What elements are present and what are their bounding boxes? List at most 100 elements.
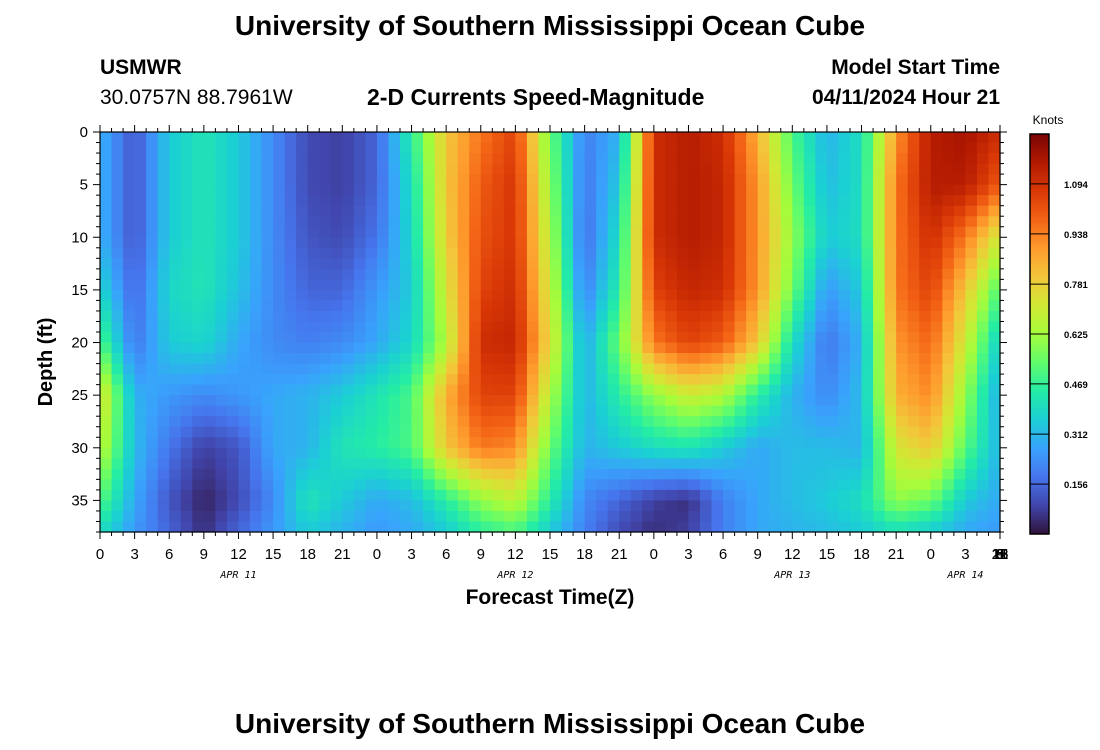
heatmap-cell [388, 374, 401, 386]
heatmap-cell [250, 216, 263, 228]
heatmap-cell [376, 353, 390, 365]
heatmap-cell [953, 268, 966, 280]
heatmap-cell [273, 510, 286, 523]
heatmap-cell [607, 500, 620, 512]
heatmap-cell [134, 205, 147, 217]
heatmap-cell [561, 300, 574, 312]
heatmap-cell [203, 268, 216, 280]
heatmap-cell [907, 258, 920, 270]
heatmap-cell [400, 332, 413, 344]
heatmap-cell [700, 426, 713, 438]
heatmap-cell [192, 310, 205, 323]
heatmap-cell [434, 426, 447, 438]
heatmap-cell [423, 174, 436, 186]
heatmap-cell [953, 342, 966, 354]
heatmap-cell [826, 479, 840, 491]
heatmap-cell [688, 268, 701, 280]
heatmap-cell [792, 447, 805, 459]
heatmap-cell [619, 479, 632, 491]
heatmap-cell [526, 447, 540, 459]
heatmap-cell [457, 184, 470, 196]
heatmap-cell [976, 332, 990, 344]
heatmap-cell [711, 163, 724, 175]
heatmap-cell [169, 142, 182, 154]
heatmap-cell [111, 437, 124, 449]
heatmap-cell [226, 174, 240, 186]
heatmap-cell [307, 321, 320, 333]
heatmap-cell [238, 489, 251, 502]
heatmap-cell [757, 437, 770, 449]
heatmap-cell [642, 174, 655, 186]
heatmap-cell [953, 163, 966, 175]
heatmap-cell [850, 174, 863, 186]
heatmap-cell [803, 384, 816, 396]
heatmap-cell [261, 142, 274, 154]
heatmap-cell [919, 289, 932, 302]
heatmap-cell [526, 510, 540, 523]
heatmap-cell [550, 321, 563, 333]
heatmap-cell [873, 163, 886, 175]
heatmap-cell [769, 216, 782, 228]
heatmap-cell [388, 468, 401, 480]
heatmap-cell [123, 321, 136, 333]
heatmap-cell [746, 205, 759, 217]
heatmap-cell [180, 353, 193, 365]
heatmap-cell [157, 300, 170, 312]
heatmap-cell [238, 195, 251, 207]
heatmap-cell [330, 279, 343, 291]
heatmap-cell [665, 289, 678, 302]
heatmap-cell [757, 395, 770, 407]
heatmap-cell [942, 405, 955, 417]
heatmap-cell [169, 279, 182, 291]
heatmap-cell [815, 226, 828, 238]
heatmap-cell [261, 174, 274, 186]
x-tick-label: 18 [992, 546, 1009, 563]
heatmap-cell [919, 205, 932, 217]
heatmap-cell [769, 416, 782, 428]
heatmap-cell [942, 395, 955, 407]
heatmap-cell [411, 174, 424, 186]
heatmap-cell [792, 500, 805, 512]
heatmap-cell [238, 174, 251, 186]
heatmap-cell [353, 268, 366, 280]
heatmap-cell [330, 226, 343, 238]
heatmap-cell [146, 468, 159, 480]
station-name: USMWR [100, 56, 182, 79]
heatmap-cell [319, 247, 332, 259]
heatmap-cell [353, 342, 366, 354]
heatmap-cell [757, 226, 770, 238]
heatmap-cell [942, 500, 955, 512]
heatmap-cell [307, 174, 320, 186]
x-tick-label: 6 [165, 546, 173, 563]
heatmap-cell [757, 500, 770, 512]
heatmap-cell [769, 510, 782, 523]
heatmap-cell [215, 184, 228, 196]
heatmap-cell [942, 510, 955, 523]
heatmap-cell [134, 332, 147, 344]
heatmap-cell [526, 458, 540, 470]
heatmap-cell [642, 374, 655, 386]
heatmap-cell [561, 395, 574, 407]
x-tick-label: 12 [230, 546, 247, 563]
heatmap-cell [238, 363, 251, 375]
heatmap-cell [815, 268, 828, 280]
heatmap-cell [238, 500, 251, 512]
heatmap-cell [157, 279, 170, 291]
heatmap-cell [884, 195, 897, 207]
heatmap-cell [100, 205, 113, 217]
heatmap-cell [330, 184, 343, 196]
heatmap-cell [319, 500, 332, 512]
heatmap-cell [815, 132, 828, 144]
heatmap-cell [134, 447, 147, 459]
heatmap-cell [100, 153, 113, 165]
heatmap-cell [596, 184, 609, 196]
heatmap-cell [884, 289, 897, 302]
heatmap-cell [930, 384, 943, 396]
heatmap-cell [284, 268, 297, 280]
heatmap-cell [180, 195, 193, 207]
heatmap-cell [688, 405, 701, 417]
heatmap-cell [561, 479, 574, 491]
heatmap-cell [296, 258, 309, 270]
heatmap-cell [434, 226, 447, 238]
heatmap-cell [296, 458, 309, 470]
